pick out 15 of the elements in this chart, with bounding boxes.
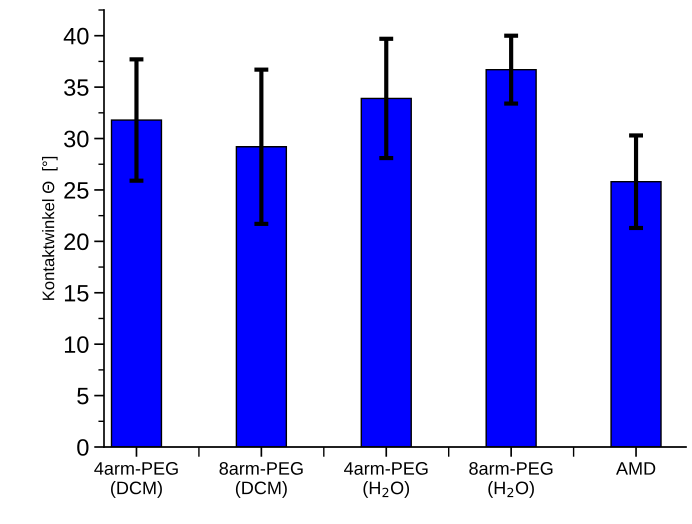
y-tick-label: 0 [77,439,88,456]
y-tick-label: 20 [64,233,88,250]
x-tick-label: 8arm-PEG (H$_{2}$O) [469,462,552,498]
x-tick-label: 4arm-PEG (H$_{2}$O) [344,462,428,498]
y-tick-label: 5 [77,388,88,404]
y-tick-label: 25 [64,182,88,199]
y-tick-label: 35 [64,79,88,96]
y-tick-label: 40 [64,28,88,44]
x-tick-label: AMD [616,462,656,475]
x-tick-label: 4arm-PEG (DCM) [94,462,178,498]
y-tick-label: 15 [64,285,88,302]
y-tick-label: 10 [64,336,88,353]
x-tick-label: 8arm-PEG (DCM) [220,462,303,498]
y-axis-title: Kontaktwinkel Θ [°] [42,156,58,300]
y-tick-label: 30 [64,130,88,148]
